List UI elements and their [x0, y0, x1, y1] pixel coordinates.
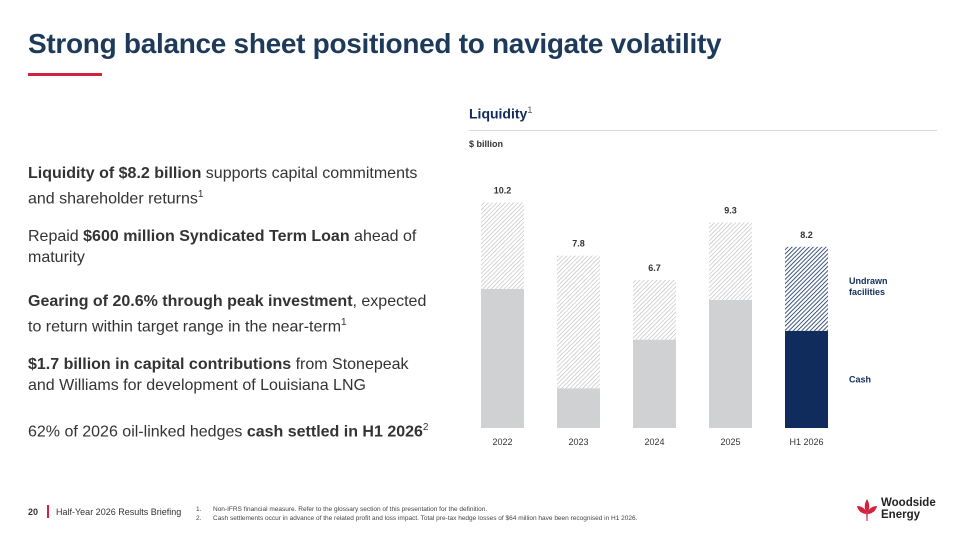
x-tick-label-2022: 2022 — [492, 437, 512, 447]
bar-undrawn-2024 — [633, 279, 676, 340]
bar-cash-2025 — [709, 299, 752, 428]
data-label-2024: 6.7 — [648, 263, 661, 273]
company-logo-text: Woodside Energy — [881, 497, 936, 521]
bullet-hedges: 62% of 2026 oil-linked hedges cash settl… — [28, 422, 429, 441]
bullet-liquidity: Liquidity of $8.2 billion supports capit… — [28, 165, 418, 208]
title-underline — [28, 73, 102, 76]
bar-undrawn-2025 — [709, 222, 752, 300]
bar-undrawn-2023 — [557, 255, 600, 389]
page-number: 20 — [28, 507, 39, 517]
liquidity-bar-chart: 10.2 2022 7.8 2023 6.7 2024 9.3 2025 8.2 H1 2026 U… — [481, 186, 888, 447]
x-tick-label-2025: 2025 — [720, 437, 740, 447]
bar-cash-h1-2026 — [785, 330, 828, 428]
bar-cash-2022 — [481, 288, 524, 428]
data-label-2025: 9.3 — [724, 206, 737, 216]
chart-unit-label: $ billion — [469, 139, 504, 149]
bullet-term-loan: Repaid $600 million Syndicated Term Loan… — [28, 228, 417, 266]
bar-undrawn-h1-2026 — [785, 246, 828, 331]
data-label-2023: 7.8 — [572, 239, 585, 249]
x-tick-label-h1-2026: H1 2026 — [789, 437, 823, 447]
bar-undrawn-2022 — [481, 202, 524, 289]
chart-title-divider — [469, 130, 937, 131]
footer-divider — [47, 505, 49, 518]
x-tick-label-2024: 2024 — [644, 437, 664, 447]
woodside-leaf-icon — [857, 499, 877, 521]
legend-cash: Cash — [849, 374, 871, 384]
page-title: Strong balance sheet positioned to navig… — [28, 28, 722, 59]
bar-cash-2024 — [633, 339, 676, 428]
data-label-2022: 10.2 — [494, 186, 512, 196]
bullet-gearing: Gearing of 20.6% through peak investment… — [28, 293, 427, 336]
bullet-capital-contributions: $1.7 billion in capital contributions fr… — [28, 356, 409, 394]
footer-title: Half-Year 2026 Results Briefing — [56, 507, 182, 517]
footnote-1: 1. Non-IFRS financial measure. Refer to t… — [196, 506, 488, 513]
footnotes: 1. Non-IFRS financial measure. Refer to t… — [196, 505, 637, 523]
legend-undrawn-facilities: Undrawn facilities — [849, 276, 888, 297]
data-label-h1-2026: 8.2 — [800, 230, 813, 240]
footnote-2: 2. Cash settlements occur in advance of t… — [196, 515, 638, 522]
bar-cash-2023 — [557, 388, 600, 428]
chart-title: Liquidity1 — [469, 105, 533, 122]
x-tick-label-2023: 2023 — [568, 437, 588, 447]
